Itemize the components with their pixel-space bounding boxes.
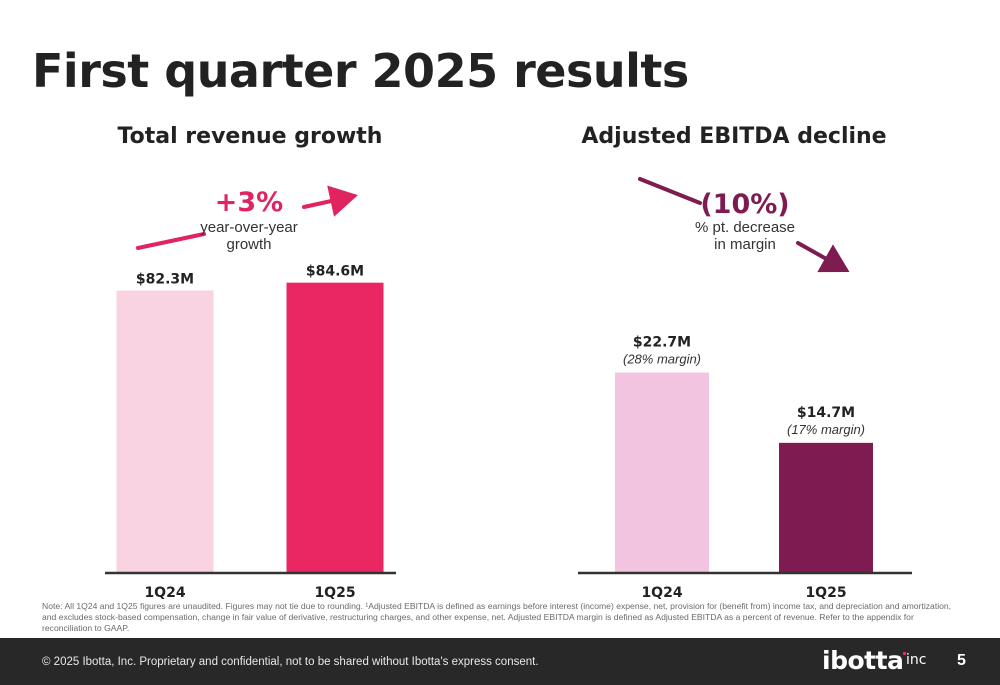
ebitda-margin-label-1q25: (17% margin) bbox=[787, 422, 865, 437]
footer-bar: © 2025 Ibotta, Inc. Proprietary and conf… bbox=[0, 638, 1000, 685]
revenue-bar-1q24 bbox=[116, 290, 214, 572]
ebitda-arrow-right bbox=[796, 241, 850, 273]
ebitda-chart: $22.7M $14.7M (28% margin) (17% margin) … bbox=[578, 177, 912, 600]
revenue-category-label-1q25: 1Q25 bbox=[314, 585, 355, 600]
ibotta-logo: ibotta bbox=[822, 646, 904, 675]
revenue-arrow-left bbox=[136, 232, 206, 250]
revenue-growth-value: +3% bbox=[215, 187, 283, 218]
ebitda-decline-caption-2: in margin bbox=[714, 236, 776, 253]
revenue-arrow-right bbox=[302, 185, 358, 217]
ebitda-category-label-1q24: 1Q24 bbox=[641, 585, 682, 600]
footnote: Note: All 1Q24 and 1Q25 figures are unau… bbox=[42, 601, 952, 633]
ebitda-bar-1q24 bbox=[615, 372, 709, 572]
page-title: First quarter 2025 results bbox=[32, 44, 689, 98]
revenue-chart-title: Total revenue growth bbox=[117, 124, 383, 149]
logo-accent-dot bbox=[903, 652, 906, 655]
ebitda-decline-value: (10%) bbox=[700, 189, 789, 220]
ebitda-bar-1q25 bbox=[779, 442, 873, 572]
revenue-bar-1q25 bbox=[286, 282, 384, 572]
results-charts: $82.3M $84.6M 1Q24 1Q25 +3% year-over-ye… bbox=[105, 177, 912, 600]
revenue-growth-caption-2: growth bbox=[226, 236, 271, 253]
ebitda-category-label-1q25: 1Q25 bbox=[805, 585, 846, 600]
ibotta-logo-suffix: inc bbox=[906, 652, 927, 668]
ebitda-decline-caption-1: % pt. decrease bbox=[695, 219, 795, 236]
page-number: 5 bbox=[957, 652, 966, 669]
ebitda-chart-title: Adjusted EBITDA decline bbox=[581, 124, 887, 149]
revenue-category-label-1q24: 1Q24 bbox=[144, 585, 185, 600]
ebitda-value-label-1q24: $22.7M bbox=[633, 335, 691, 351]
ebitda-margin-label-1q24: (28% margin) bbox=[623, 352, 701, 367]
ebitda-arrow-left bbox=[638, 177, 702, 205]
revenue-value-label-1q25: $84.6M bbox=[306, 264, 364, 280]
copyright-text: © 2025 Ibotta, Inc. Proprietary and conf… bbox=[42, 656, 539, 668]
revenue-growth-caption-1: year-over-year bbox=[200, 219, 298, 236]
revenue-chart: $82.3M $84.6M 1Q24 1Q25 +3% year-over-ye… bbox=[105, 185, 396, 600]
ebitda-value-label-1q25: $14.7M bbox=[797, 405, 855, 421]
revenue-value-label-1q24: $82.3M bbox=[136, 272, 194, 288]
